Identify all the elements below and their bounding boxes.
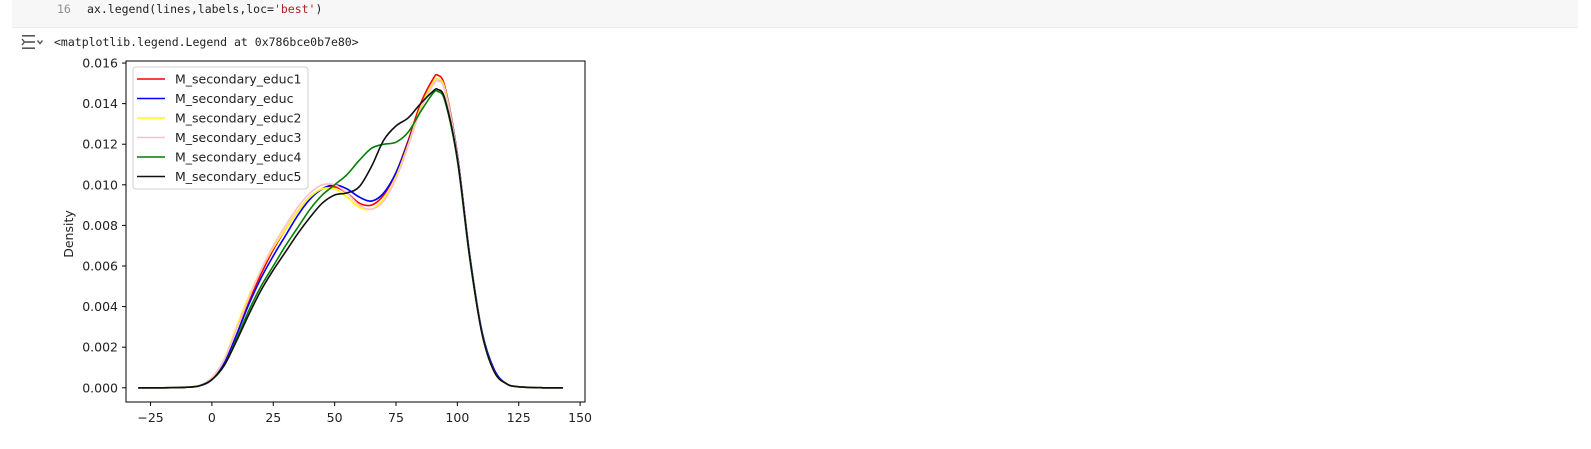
y-tick-label: 0.006 (82, 259, 118, 274)
code-cell[interactable]: 16 ax.legend(lines,labels,loc='best') (12, 0, 1578, 28)
y-tick-label: 0.002 (82, 340, 118, 355)
x-tick-label: −25 (137, 410, 163, 425)
legend-label: M_secondary_educ1 (175, 72, 301, 87)
output-toggle-icon[interactable] (20, 33, 44, 51)
cell-output-text: <matplotlib.legend.Legend at 0x786bce0b7… (54, 35, 359, 49)
legend-label: M_secondary_educ (175, 91, 294, 106)
code-line[interactable]: ax.legend(lines,labels,loc='best') (87, 2, 322, 16)
x-tick-label: 150 (568, 410, 592, 425)
x-tick-label: 25 (265, 410, 281, 425)
code-prefix: ax.legend(lines,labels,loc= (87, 2, 274, 16)
code-string-literal: 'best' (273, 2, 316, 16)
y-tick-label: 0.000 (82, 380, 118, 395)
x-tick-label: 100 (445, 410, 469, 425)
y-axis: 0.000 0.002 0.004 0.006 0.008 0.010 0.012 0.014… (82, 56, 126, 395)
legend-frame (132, 66, 309, 190)
x-tick-label: 75 (388, 410, 404, 425)
legend-label: M_secondary_educ3 (175, 130, 301, 145)
series-line-m-secondary-educ5 (138, 88, 563, 389)
line-number: 16 (57, 2, 71, 16)
y-tick-label: 0.014 (82, 96, 118, 111)
y-axis-label: Density (61, 210, 76, 258)
y-tick-label: 0.010 (82, 177, 118, 192)
legend: M_secondary_educ1 M_secondary_educ M_secon… (132, 66, 309, 190)
legend-label: M_secondary_educ4 (175, 150, 301, 165)
x-tick-label: 0 (208, 410, 216, 425)
plot-frame (125, 60, 586, 403)
x-tick-label: 125 (507, 410, 531, 425)
y-tick-label: 0.008 (82, 218, 118, 233)
legend-label: M_secondary_educ5 (175, 169, 301, 184)
y-tick-label: 0.004 (82, 299, 118, 314)
density-chart: 0.000 0.002 0.004 0.006 0.008 0.010 0.012 0.014… (61, 56, 592, 425)
series-lines (138, 73, 563, 389)
x-axis: −25 0 25 50 75 100 125 150 (137, 402, 592, 425)
x-tick-label: 50 (327, 410, 343, 425)
legend-label: M_secondary_educ2 (175, 111, 301, 126)
code-suffix: ) (315, 2, 323, 16)
y-tick-label: 0.016 (82, 56, 118, 71)
y-tick-label: 0.012 (82, 137, 118, 152)
